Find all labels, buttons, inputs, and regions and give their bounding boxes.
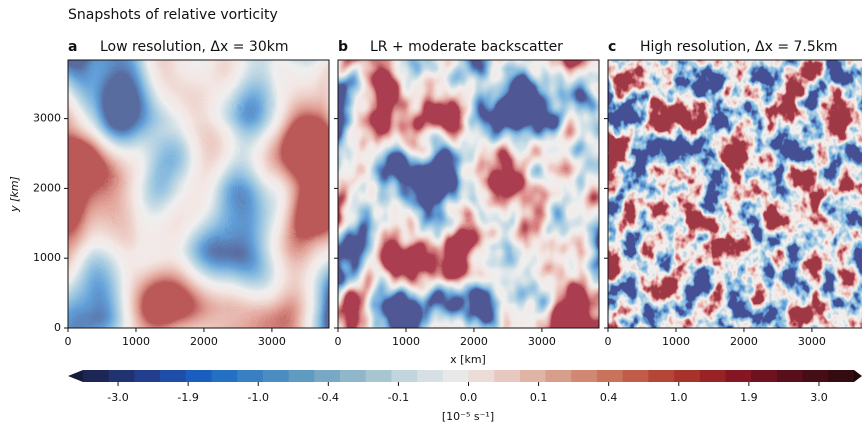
colorbar-level xyxy=(725,370,752,382)
colorbar-level xyxy=(237,370,264,382)
colorbar-tick-label: 0.4 xyxy=(600,391,618,404)
colorbar-level xyxy=(160,370,187,382)
panel-letter: b xyxy=(338,39,348,55)
colorbar-tick-label: 1.0 xyxy=(670,391,688,404)
panel-letter: c xyxy=(608,39,616,55)
y-tick-label: 1000 xyxy=(33,251,61,264)
x-tick-label: 3000 xyxy=(258,335,286,348)
vorticity-field xyxy=(338,60,599,328)
panel-title: High resolution, Δx = 7.5km xyxy=(640,39,838,55)
colorbar-level xyxy=(262,370,290,382)
colorbar-tick-label: 0.0 xyxy=(460,391,478,404)
plot-frame xyxy=(337,59,600,329)
colorbar-level xyxy=(571,370,598,382)
panel-title: LR + moderate backscatter xyxy=(370,39,563,55)
colorbar-level xyxy=(185,370,212,382)
colorbar-tick-label: -3.0 xyxy=(107,391,128,404)
colorbar-level xyxy=(519,370,547,382)
x-axis-label: x [km] xyxy=(450,353,486,366)
colorbar-level xyxy=(751,370,778,382)
y-axis-label: y [km] xyxy=(8,176,21,213)
x-tick-label: 1000 xyxy=(662,335,690,348)
colorbar-level xyxy=(622,370,649,382)
y-tick-label: 2000 xyxy=(33,181,61,194)
plot-frame xyxy=(67,59,330,329)
colorbar-level xyxy=(83,370,110,382)
vorticity-field xyxy=(608,60,862,328)
colorbar-level xyxy=(674,370,701,382)
colorbar-tick-label: -0.1 xyxy=(388,391,409,404)
colorbar-level xyxy=(828,370,855,382)
colorbar-level xyxy=(108,370,135,382)
x-tick-label: 0 xyxy=(65,335,72,348)
colorbar-level xyxy=(288,370,315,382)
panel-letter: a xyxy=(68,39,77,55)
colorbar-tick-label: 1.9 xyxy=(740,391,758,404)
colorbar-level xyxy=(699,370,726,382)
colorbar-level xyxy=(417,370,444,382)
colorbar-level xyxy=(597,370,624,382)
colorbar-level xyxy=(442,370,469,382)
colorbar-tick-label: -0.4 xyxy=(318,391,339,404)
colorbar-extend-low xyxy=(68,370,83,382)
colorbar-level xyxy=(391,370,418,382)
x-tick-label: 3000 xyxy=(798,335,826,348)
x-tick-label: 2000 xyxy=(730,335,758,348)
figure-title: Snapshots of relative vorticity xyxy=(68,7,278,23)
colorbar-level xyxy=(545,370,572,382)
x-tick-label: 1000 xyxy=(392,335,420,348)
x-tick-label: 1000 xyxy=(122,335,150,348)
x-tick-label: 0 xyxy=(335,335,342,348)
colorbar-extend-high xyxy=(854,370,862,382)
y-tick-label: 3000 xyxy=(33,112,61,125)
plot-frame xyxy=(607,59,862,329)
colorbar-level xyxy=(340,370,367,382)
colorbar-tick-label: -1.0 xyxy=(247,391,268,404)
colorbar-level xyxy=(648,370,675,382)
colorbar-level xyxy=(365,370,392,382)
colorbar-level xyxy=(134,370,161,382)
vorticity-field xyxy=(68,60,329,328)
colorbar-label: [10⁻⁵ s⁻¹] xyxy=(442,410,494,423)
x-tick-label: 2000 xyxy=(190,335,218,348)
panel-title: Low resolution, Δx = 30km xyxy=(100,39,288,55)
colorbar-level xyxy=(468,370,495,382)
colorbar-level xyxy=(314,370,341,382)
x-tick-label: 2000 xyxy=(460,335,488,348)
x-tick-label: 3000 xyxy=(528,335,556,348)
colorbar-tick-label: -1.9 xyxy=(177,391,198,404)
colorbar-level xyxy=(802,370,829,382)
colorbar-tick-label: 0.1 xyxy=(530,391,548,404)
colorbar-level xyxy=(494,370,521,382)
colorbar-level xyxy=(211,370,238,382)
colorbar-level xyxy=(776,370,804,382)
colorbar-tick-label: 3.0 xyxy=(810,391,828,404)
y-tick-label: 0 xyxy=(54,321,61,334)
x-tick-label: 0 xyxy=(605,335,612,348)
